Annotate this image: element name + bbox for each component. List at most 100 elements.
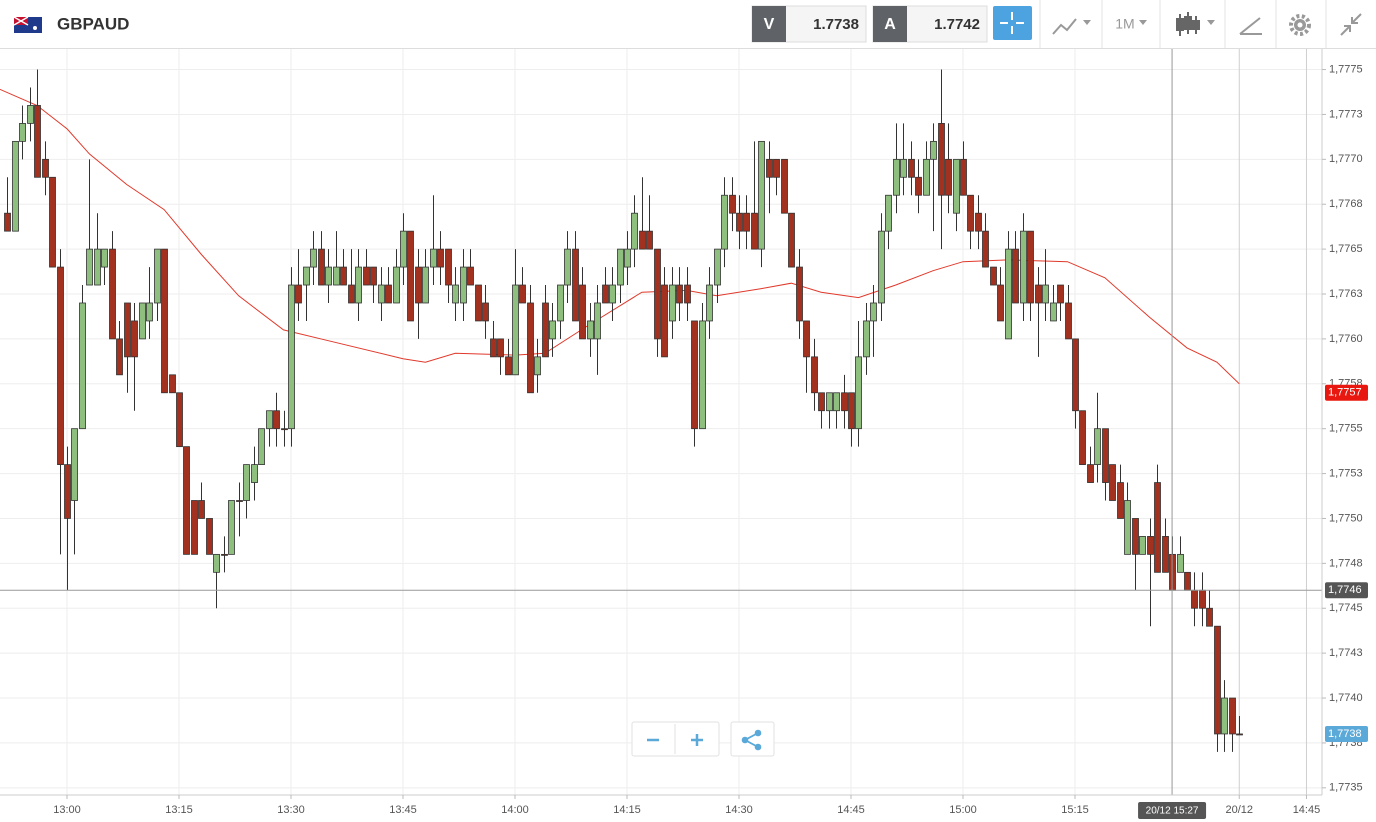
candle-body <box>288 284 295 430</box>
sell-label-bg <box>752 6 786 42</box>
candle-body <box>953 158 960 214</box>
candle-body <box>1020 230 1027 304</box>
y-tick-label: 1,7750 <box>1329 512 1363 524</box>
candle-body <box>758 140 765 250</box>
candle-type-button[interactable] <box>1176 12 1215 36</box>
price-marker <box>1325 384 1368 401</box>
share-box[interactable] <box>730 721 775 757</box>
candle-body <box>437 248 444 268</box>
candle-body <box>101 248 108 268</box>
candle-body <box>12 140 19 232</box>
candle-body <box>183 446 190 555</box>
x-tick-label: 15:00 <box>949 804 977 816</box>
candle-body <box>221 553 228 556</box>
candle-body <box>512 284 519 376</box>
candle-body <box>1206 607 1213 627</box>
candle-body <box>213 553 220 573</box>
candle-body <box>938 123 945 196</box>
crosshair-x-label: 20/12 15:27 <box>1146 806 1199 817</box>
candle-body <box>422 266 429 304</box>
x-tick-label: 14:00 <box>501 804 529 816</box>
timeframe[interactable]: 1M <box>1115 16 1134 32</box>
candle-body <box>363 266 370 286</box>
collapse-button[interactable] <box>1340 13 1362 36</box>
candle-body <box>714 248 721 286</box>
candle-body <box>751 212 758 250</box>
sell-label: V <box>764 16 775 33</box>
candle-body <box>243 464 250 501</box>
plot-area <box>0 48 1322 795</box>
candle-body <box>781 158 788 214</box>
candle-body <box>542 302 549 358</box>
buy-label-bg <box>873 6 907 42</box>
candle-body <box>475 284 482 322</box>
candle-body <box>71 428 78 501</box>
x-tick-label: 14:30 <box>725 804 753 816</box>
candle-body <box>646 230 653 250</box>
candle-body <box>1072 338 1079 412</box>
candle-body <box>885 194 892 232</box>
candle-body <box>923 158 930 196</box>
candle-body <box>833 392 840 412</box>
candle-body <box>415 266 422 304</box>
candle-body <box>333 266 340 286</box>
candle-body <box>1139 536 1146 555</box>
candle-body <box>654 248 661 340</box>
candle-body <box>34 105 41 178</box>
candle-body <box>631 212 638 250</box>
candle-body <box>1184 571 1191 591</box>
candle-body <box>1087 464 1094 483</box>
candle-body <box>699 320 706 430</box>
candle-body <box>549 320 556 340</box>
y-tick-label: 1,7773 <box>1329 108 1363 120</box>
candle-body <box>154 248 161 304</box>
axes: 1,7735 1,7738 1,7740 1,7743 1,7745 1,7748 1,77… <box>0 48 1368 819</box>
candle-body <box>79 302 86 430</box>
draw-button[interactable] <box>1239 17 1262 35</box>
settings-button[interactable] <box>1289 14 1311 36</box>
candle-body <box>1079 410 1086 465</box>
crosshair-button[interactable] <box>993 6 1032 40</box>
candle-body <box>796 266 803 322</box>
candle-body <box>691 320 698 430</box>
y-tick-label: 1,7768 <box>1329 198 1363 210</box>
candle-body <box>1236 733 1243 736</box>
share-button[interactable] <box>741 729 762 751</box>
candle-body <box>878 230 885 304</box>
candle-body <box>348 284 355 304</box>
candle-body <box>460 266 467 304</box>
candle-body <box>1012 248 1019 304</box>
candle-body <box>146 302 153 322</box>
candle-body <box>639 230 646 250</box>
y-tick-label: 1,7775 <box>1329 63 1363 75</box>
candle-body <box>206 518 213 555</box>
x-tick-label: 13:15 <box>165 804 193 816</box>
crosshair-x-label-bg <box>1138 802 1207 819</box>
candle-body <box>310 248 317 268</box>
candle-body <box>930 140 937 160</box>
candle-body <box>482 302 489 322</box>
y-tick-label: 1,7748 <box>1329 557 1363 569</box>
candle-body <box>870 302 877 322</box>
zoom-in-button[interactable] <box>691 734 703 746</box>
candle-body <box>49 176 56 268</box>
candle-body <box>1199 589 1206 609</box>
candle-body <box>281 428 288 431</box>
x-tick-label: 14:45 <box>837 804 865 816</box>
candle-body <box>915 176 922 196</box>
candle-body <box>661 284 668 358</box>
candle-body <box>609 284 616 304</box>
candle-body <box>1042 284 1049 304</box>
candle-body <box>124 302 131 358</box>
chart-type-button[interactable] <box>1052 18 1091 35</box>
candle-body <box>445 248 452 286</box>
candle-body <box>848 392 855 430</box>
candle-body <box>400 230 407 268</box>
candle-body <box>1094 428 1101 465</box>
candle-body <box>228 500 235 555</box>
candle-body <box>1214 625 1221 735</box>
candle-body <box>1050 302 1057 322</box>
sell-price: 1.7738 <box>813 16 859 33</box>
candle-body <box>19 123 26 142</box>
